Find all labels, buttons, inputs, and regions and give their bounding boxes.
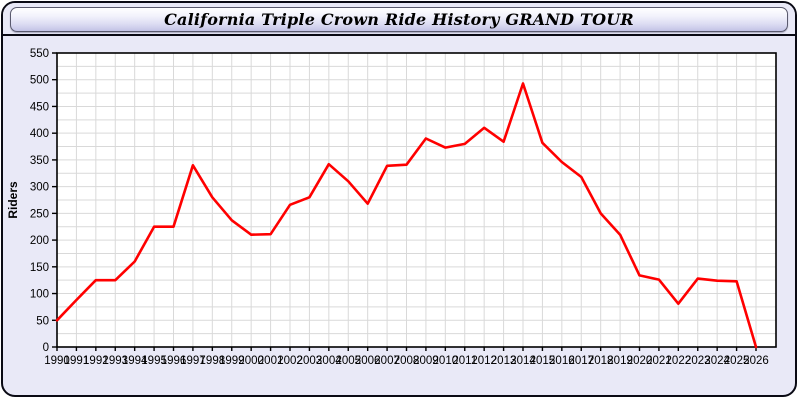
title-bar-section: California Triple Crown Ride History GRA… — [3, 3, 795, 36]
x-tick-label: 1992 — [83, 355, 109, 367]
x-tick-label: 2018 — [588, 355, 614, 367]
x-tick-label: 2004 — [316, 355, 342, 367]
x-tick-label: 2012 — [471, 355, 497, 367]
data-line — [55, 82, 758, 349]
x-tick-label: 2006 — [355, 355, 381, 367]
y-tick-label: 450 — [30, 101, 49, 113]
x-tick-label: 2000 — [238, 355, 264, 367]
x-tick-label: 1997 — [180, 355, 206, 367]
x-tick-label: 1991 — [64, 355, 90, 367]
x-tick-label: 2008 — [394, 355, 420, 367]
x-tick-label: 1995 — [141, 355, 167, 367]
y-tick-label: 200 — [30, 235, 49, 247]
x-tick-label: 2010 — [433, 355, 459, 367]
x-tick-label: 2025 — [724, 355, 750, 367]
y-tick-label: 50 — [36, 315, 49, 327]
x-tick-label: 2014 — [510, 355, 536, 367]
x-tick-label: 2020 — [627, 355, 653, 367]
y-tick-label: 400 — [30, 128, 49, 140]
y-tick-label: 500 — [30, 75, 49, 87]
y-tick-label: 300 — [30, 182, 49, 194]
y-axis-title: Riders — [6, 181, 20, 219]
y-tick-label: 550 — [30, 48, 49, 60]
x-tick-label: 1998 — [200, 355, 226, 367]
x-tick-label: 2019 — [607, 355, 633, 367]
x-tick-label: 2016 — [549, 355, 575, 367]
plot-border — [56, 52, 777, 348]
ride-history-chart: 0 50 100 150 200 250 300 350 400 450 500 550 1990 199… — [3, 36, 795, 395]
x-tick-label: 2015 — [530, 355, 556, 367]
x-tick-label: 1996 — [161, 355, 187, 367]
x-tick-label: 2011 — [452, 355, 477, 367]
x-tick-label: 2009 — [413, 355, 439, 367]
x-tick-label: 2017 — [568, 355, 594, 367]
x-tick-label: 2002 — [277, 355, 303, 367]
x-tick-label: 2003 — [297, 355, 323, 367]
y-tick-label: 250 — [30, 208, 49, 220]
x-tick-label: 2007 — [374, 355, 400, 367]
x-tick-label: 1993 — [102, 355, 128, 367]
x-tick-label: 2005 — [335, 355, 361, 367]
x-tick-label: 1994 — [122, 355, 148, 367]
x-tick-label: 2013 — [491, 355, 517, 367]
x-tick-label: 2024 — [704, 355, 730, 367]
title-bar: California Triple Crown Ride History GRA… — [10, 7, 788, 32]
page-title: California Triple Crown Ride History GRA… — [164, 10, 634, 29]
y-tick-label: 0 — [43, 342, 49, 354]
x-tick-label: 2023 — [685, 355, 711, 367]
x-tick-label: 2026 — [743, 355, 769, 367]
x-tick-label: 2022 — [666, 355, 692, 367]
x-tick-label: 2001 — [258, 355, 284, 367]
y-tick-label: 350 — [30, 155, 49, 167]
y-tick-label: 100 — [30, 289, 49, 301]
x-tick-label: 2021 — [646, 355, 672, 367]
x-tick-label: 1999 — [219, 355, 245, 367]
chart-canvas: 0501001502002503003504004505005501990199… — [6, 48, 777, 367]
x-tick-label: 1990 — [44, 355, 70, 367]
y-tick-label: 150 — [30, 262, 49, 274]
